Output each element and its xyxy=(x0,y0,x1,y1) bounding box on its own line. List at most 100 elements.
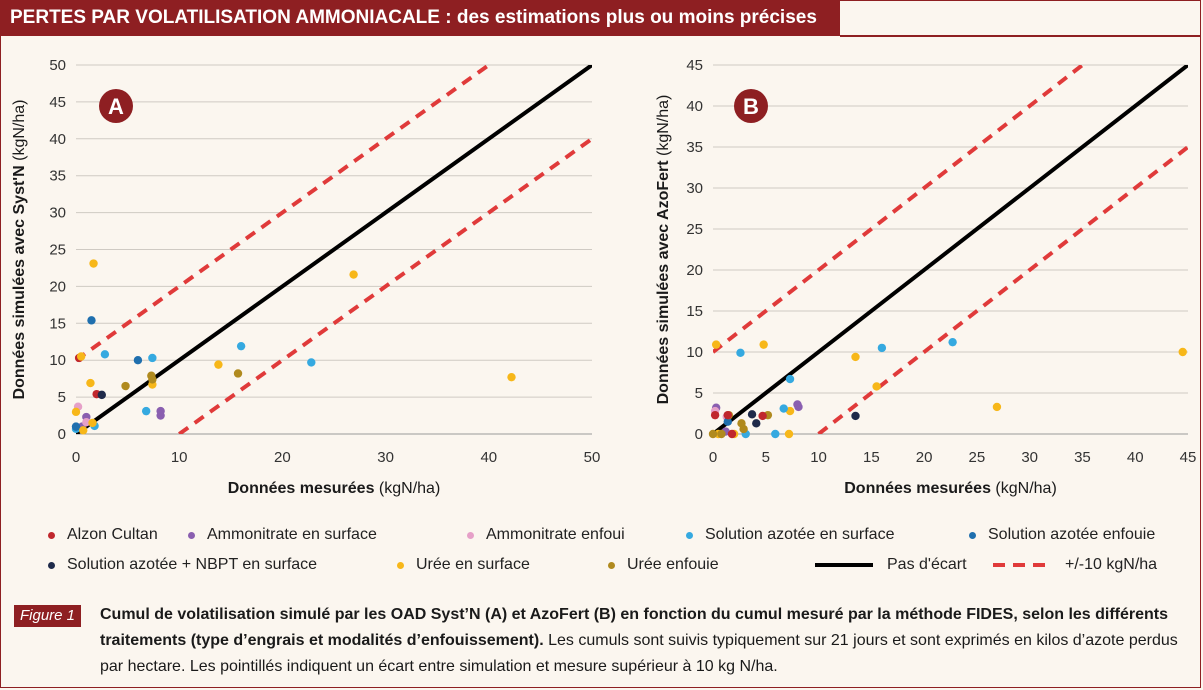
chart-a: 0 5 10 15 20 25 30 35 40 45 50 0 10 20 30 40 50 A Données … xyxy=(11,57,601,497)
legend-marker-dot xyxy=(188,531,195,539)
y-tick-label: 30 xyxy=(49,205,66,222)
x-tick-label: 50 xyxy=(584,449,601,466)
legend-item: Solution azotée en surface xyxy=(686,526,894,544)
data-point xyxy=(97,390,107,400)
x-tick-label: 40 xyxy=(480,449,497,466)
data-point xyxy=(236,341,246,351)
y-tick-label: 40 xyxy=(49,131,66,148)
y-tick-label: 30 xyxy=(686,180,703,197)
data-point xyxy=(507,372,516,382)
data-point xyxy=(723,417,732,426)
legend-label: Ammonitrate enfoui xyxy=(486,526,625,543)
y-tick-label: 15 xyxy=(49,315,66,332)
chart-badge xyxy=(99,89,133,123)
header-rule xyxy=(840,35,1201,37)
data-point xyxy=(148,375,157,384)
data-point xyxy=(851,352,860,362)
legend-item: Ammonitrate en surface xyxy=(188,526,377,544)
data-point xyxy=(71,422,81,431)
data-point xyxy=(86,378,95,388)
y-tick-label: 5 xyxy=(695,385,703,402)
data-point xyxy=(89,259,98,268)
y-tick-label: 35 xyxy=(686,139,703,156)
data-point xyxy=(877,343,887,353)
chart-badge-letter: A xyxy=(108,94,124,119)
data-point xyxy=(1178,347,1187,357)
legend-label: Solution azotée enfouie xyxy=(988,526,1156,543)
tolerance-line xyxy=(178,137,592,434)
chart-badge-letter: B xyxy=(743,94,759,119)
legend-marker-line xyxy=(815,563,873,567)
x-tick-label: 35 xyxy=(1074,449,1091,466)
legend: Alzon Cultan Ammonitrate en surface Ammoni… xyxy=(0,522,1203,592)
x-axis-label: Données mesurées (kgN/ha) xyxy=(228,480,441,497)
x-tick-label: 25 xyxy=(969,449,986,466)
legend-label: Alzon Cultan xyxy=(67,526,158,543)
data-point xyxy=(758,411,767,421)
legend-item: Solution azotée + NBPT en surface xyxy=(48,556,317,574)
legend-label: Urée en surface xyxy=(416,556,530,573)
caption-bold: Cumul de volatilisation simulé par les O… xyxy=(100,606,1169,649)
legend-item: Urée en surface xyxy=(397,556,530,574)
y-tick-label: 5 xyxy=(58,389,66,406)
data-point xyxy=(717,429,726,439)
legend-item: Alzon Cultan xyxy=(48,526,158,544)
x-tick-label: 20 xyxy=(274,449,291,466)
data-point xyxy=(785,374,795,384)
data-point xyxy=(723,410,732,420)
y-tick-label: 20 xyxy=(686,262,703,279)
identity-line xyxy=(76,65,592,434)
x-tick-label: 20 xyxy=(916,449,933,466)
data-point xyxy=(708,429,718,439)
data-point xyxy=(307,358,316,367)
legend-marker-dash xyxy=(993,563,1051,567)
y-tick-label: 35 xyxy=(49,168,66,185)
data-point xyxy=(784,429,794,439)
data-point xyxy=(88,418,97,428)
y-tick-label: 15 xyxy=(686,303,703,320)
legend-label: Ammonitrate en surface xyxy=(207,526,377,543)
figure-badge: Figure 1 xyxy=(14,605,82,627)
x-tick-label: 5 xyxy=(762,449,770,466)
data-point xyxy=(752,419,761,428)
y-tick-label: 10 xyxy=(686,344,703,361)
y-tick-label: 45 xyxy=(49,94,66,111)
data-point xyxy=(133,356,143,365)
legend-label: Solution azotée en surface xyxy=(705,526,895,543)
y-tick-label: 25 xyxy=(49,242,66,259)
legend-label: Solution azotée + NBPT en surface xyxy=(67,556,318,573)
legend-item: Pas d'écart xyxy=(815,556,967,574)
legend-label: Pas d'écart xyxy=(887,556,967,573)
y-tick-label: 45 xyxy=(686,57,703,74)
data-point xyxy=(87,316,96,325)
data-point xyxy=(710,410,720,420)
data-point xyxy=(737,419,746,428)
legend-item: +/-10 kgN/ha xyxy=(993,556,1157,574)
x-tick-label: 40 xyxy=(1127,449,1144,466)
legend-marker-dot xyxy=(467,531,474,539)
tolerance-line xyxy=(817,145,1188,434)
x-tick-label: 45 xyxy=(1180,449,1197,466)
chart-b: 0 5 10 15 20 25 30 35 40 45 0 5 10 15 20 25 30 35 40 45 B Don… xyxy=(655,57,1197,497)
y-tick-label: 10 xyxy=(49,352,66,369)
x-tick-label: 30 xyxy=(1021,449,1038,466)
data-point xyxy=(771,429,780,439)
y-tick-label: 20 xyxy=(49,278,66,295)
data-point xyxy=(349,270,358,279)
data-point xyxy=(779,404,788,413)
data-point xyxy=(71,407,81,417)
x-tick-label: 0 xyxy=(72,449,80,466)
identity-line xyxy=(713,65,1188,434)
y-axis-label: Données simulées avec AzoFert (kgN/ha) xyxy=(655,95,672,405)
header-title: PERTES PAR VOLATILISATION AMMONIACALE : xyxy=(10,7,452,28)
data-point xyxy=(121,381,130,391)
legend-label: +/-10 kgN/ha xyxy=(1065,556,1158,573)
legend-marker-dot xyxy=(608,561,615,569)
legend-label: Urée enfouie xyxy=(627,556,719,573)
data-point xyxy=(747,410,757,419)
data-point xyxy=(156,406,165,416)
y-tick-label: 25 xyxy=(686,221,703,238)
legend-item: Urée enfouie xyxy=(608,556,719,574)
data-point xyxy=(727,429,737,439)
x-tick-label: 10 xyxy=(810,449,827,466)
